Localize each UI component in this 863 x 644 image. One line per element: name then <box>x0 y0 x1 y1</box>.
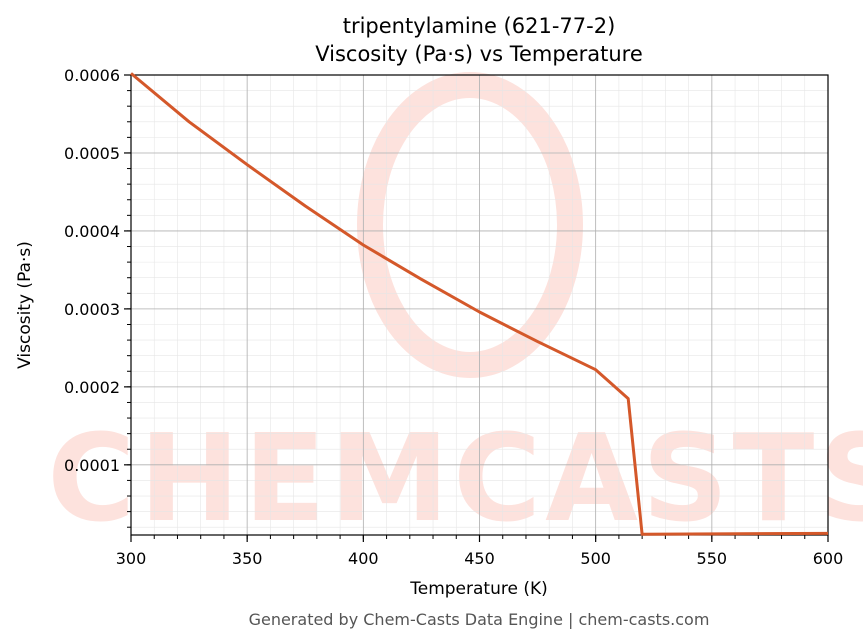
x-tick-label: 350 <box>232 549 263 568</box>
watermark-text: CHEMCASTS <box>47 410 863 549</box>
x-tick-label: 450 <box>464 549 495 568</box>
x-tick-label: 300 <box>116 549 147 568</box>
y-tick-label: 0.0005 <box>64 144 120 163</box>
viscosity-series-line <box>130 72 829 536</box>
y-tick-label: 0.0006 <box>64 66 120 85</box>
axis-ticks <box>124 74 829 542</box>
chart-title-line-1: tripentylamine (621-77-2) <box>343 14 616 38</box>
x-tick-label: 600 <box>813 549 844 568</box>
watermark-swirl-icon <box>357 72 583 378</box>
x-tick-label: 550 <box>697 549 728 568</box>
x-tick-label: 500 <box>580 549 611 568</box>
chart-title-line-2: Viscosity (Pa·s) vs Temperature <box>315 42 643 66</box>
x-tick-label: 400 <box>348 549 379 568</box>
x-axis-label: Temperature (K) <box>409 579 548 599</box>
x-tick-labels: 300 350 400 450 500 550 600 <box>116 549 844 568</box>
y-tick-label: 0.0003 <box>64 300 120 319</box>
footer-credit: Generated by Chem-Casts Data Engine | ch… <box>249 610 710 629</box>
y-tick-label: 0.0004 <box>64 222 120 241</box>
y-tick-label: 0.0001 <box>64 456 120 475</box>
y-tick-label: 0.0002 <box>64 378 120 397</box>
y-axis-label: Viscosity (Pa·s) <box>15 241 35 369</box>
y-tick-labels: 0.0001 0.0002 0.0003 0.0004 0.0005 0.0006 <box>64 66 120 475</box>
watermark: CHEMCASTS <box>47 72 863 549</box>
